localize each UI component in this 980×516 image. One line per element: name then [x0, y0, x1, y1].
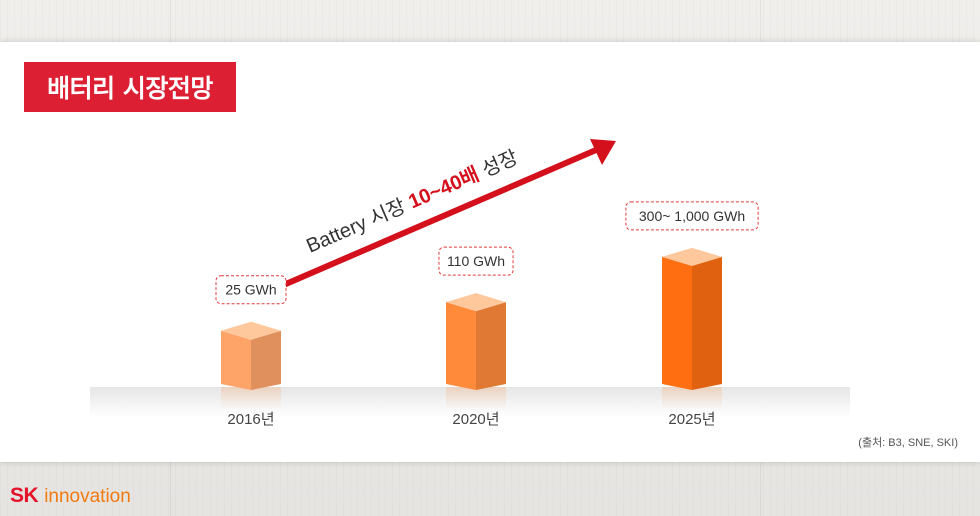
tick-label: 2025년	[668, 411, 715, 428]
bar-top-face	[221, 321, 281, 340]
tick-label: 2020년	[452, 411, 499, 428]
data-label: 300~ 1,000 GWh	[639, 208, 745, 224]
bar	[662, 247, 722, 409]
bar-left-face	[221, 330, 251, 390]
growth-annotation: Battery 시장 10~40배 성장	[303, 146, 522, 258]
bar-right-face	[692, 256, 722, 390]
bar	[446, 293, 506, 409]
growth-annotation-prefix: Battery 시장	[303, 192, 414, 257]
tick-label: 2016년	[227, 411, 274, 428]
page-title: 배터리 시장전망	[24, 62, 236, 112]
bar-top-face	[662, 247, 722, 266]
bar-right-face	[476, 302, 506, 390]
bar-left-face	[662, 256, 692, 390]
logo-sk-mark: SK	[10, 484, 39, 507]
growth-arrow-shaft	[270, 147, 598, 293]
data-label: 25 GWh	[225, 282, 276, 298]
logo-innovation-text: innovation	[44, 486, 131, 507]
bar-top-face	[446, 293, 506, 312]
source-note: (출처: B3, SNE, SKI)	[858, 437, 958, 449]
bar-right-face	[251, 330, 281, 390]
bar	[221, 321, 281, 409]
growth-arrow-head	[590, 139, 616, 165]
data-label: 110 GWh	[447, 253, 505, 269]
growth-annotation-suffix: 성장	[473, 146, 521, 184]
bar-reflection	[221, 387, 281, 409]
data-label-box	[625, 201, 759, 231]
bar-reflection	[446, 387, 506, 409]
data-label-box	[215, 275, 287, 305]
bar-left-face	[446, 302, 476, 390]
bar-reflection	[662, 387, 722, 409]
data-label-box	[438, 246, 514, 276]
sk-innovation-logo: SK innovation	[10, 484, 131, 512]
